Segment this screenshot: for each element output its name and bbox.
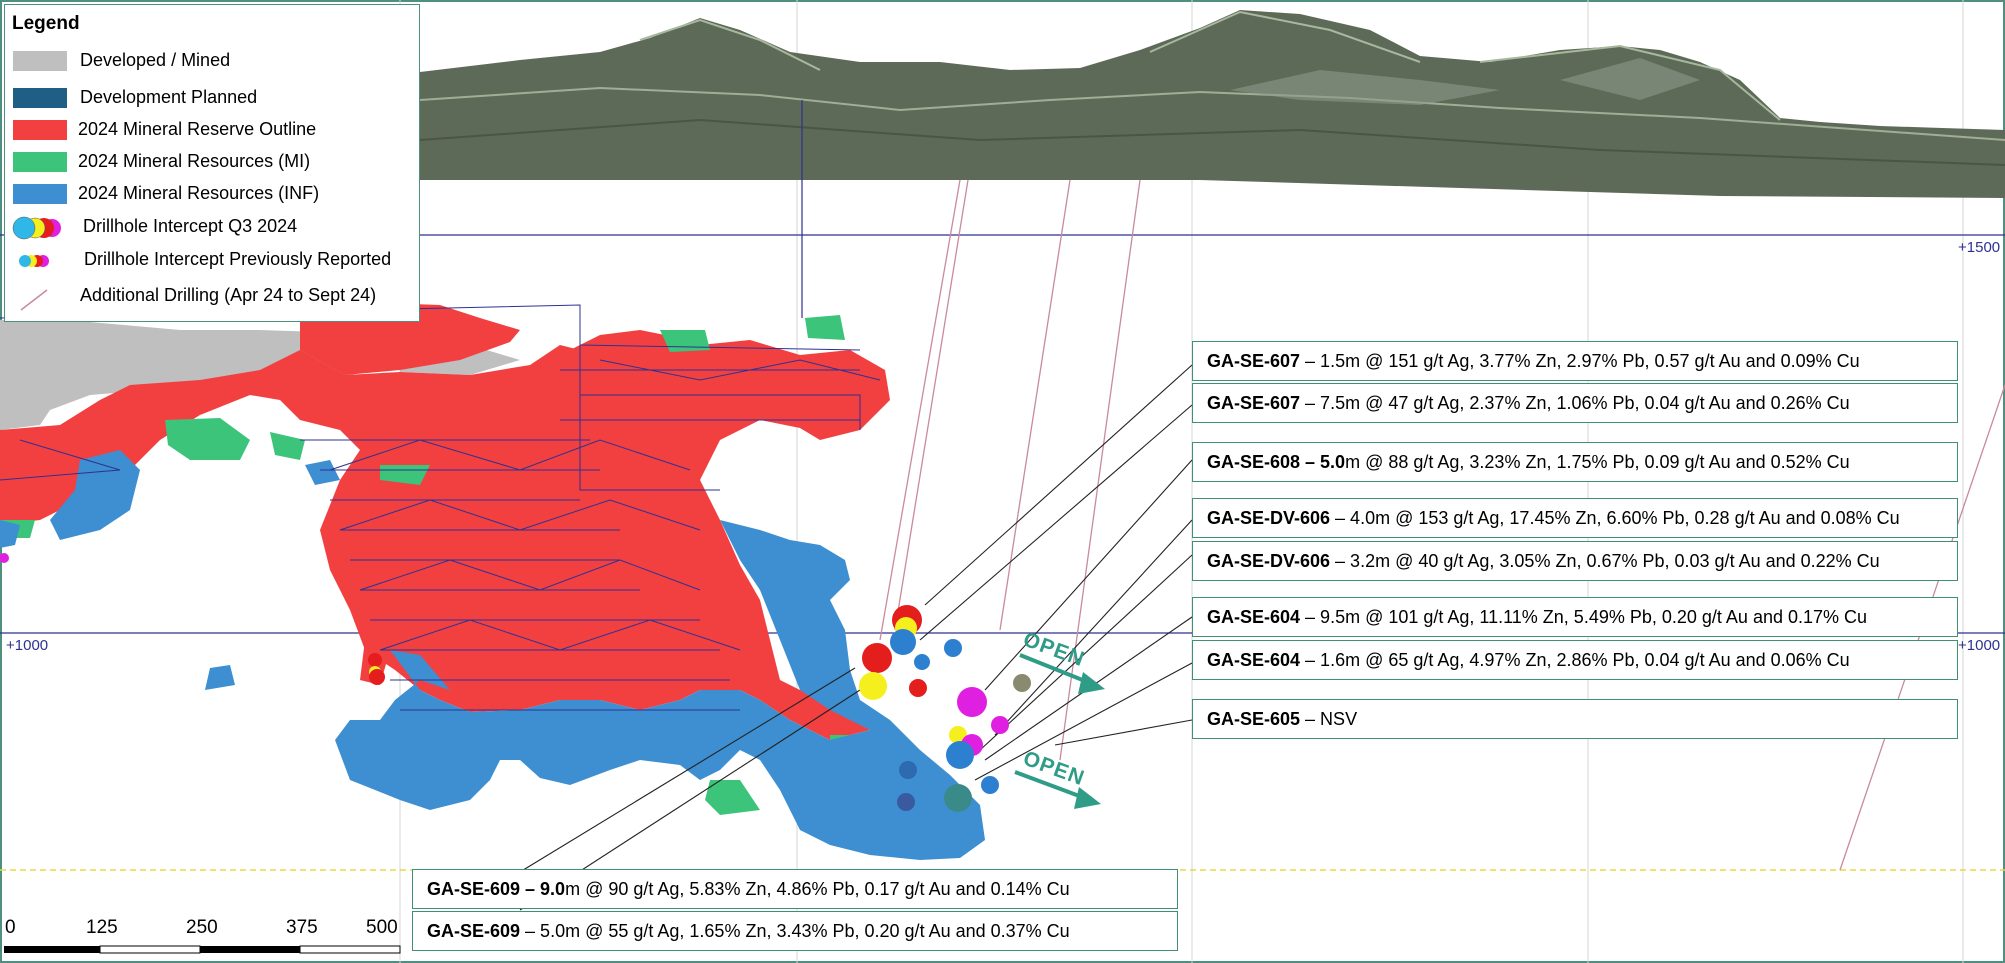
callout-hole-id: GA-SE-605 [1207, 709, 1301, 729]
callout-result: – 1.6m @ 65 g/t Ag, 4.97% Zn, 2.86% Pb, … [1300, 650, 1850, 670]
callout-result: – 9.5m @ 101 g/t Ag, 11.11% Zn, 5.49% Pb… [1300, 607, 1868, 627]
callout-ga-se-dv-606-a: GA-SE-DV-606 – 4.0m @ 153 g/t Ag, 17.45%… [1192, 498, 1958, 538]
callout-ga-se-605: GA-SE-605 – NSV [1192, 699, 1958, 739]
legend-item-resources-inf: 2024 Mineral Resources (INF) [5, 180, 415, 210]
topographic-surface [419, 10, 2005, 198]
callout-ga-se-609-a: GA-SE-609 – 9.0m @ 90 g/t Ag, 5.83% Zn, … [412, 869, 1178, 909]
elevation-label-1000-right: +1000 [1958, 637, 2001, 654]
resources-mi-swatch [13, 152, 67, 172]
elevation-label-1500: +1500 [1958, 239, 2001, 256]
reserve-outline-swatch [13, 120, 67, 140]
callout-result: – 1.5m @ 151 g/t Ag, 3.77% Zn, 2.97% Pb,… [1300, 351, 1860, 371]
callout-ga-se-607-a: GA-SE-607 – 1.5m @ 151 g/t Ag, 3.77% Zn,… [1192, 341, 1958, 381]
development-planned-lines [0, 304, 881, 711]
callout-ga-se-609-b: GA-SE-609 – 5.0m @ 55 g/t Ag, 1.65% Zn, … [412, 911, 1178, 951]
legend-item-resources-mi: 2024 Mineral Resources (MI) [5, 148, 415, 178]
callout-ga-se-608: GA-SE-608 – 5.0m @ 88 g/t Ag, 3.23% Zn, … [1192, 442, 1958, 482]
callout-result: – 3.2m @ 40 g/t Ag, 3.05% Zn, 0.67% Pb, … [1330, 551, 1880, 571]
legend-item-intercept-previous: Drillhole Intercept Previously Reported [5, 246, 415, 276]
callout-hole-id: GA-SE-DV-606 [1207, 551, 1331, 571]
callout-ga-se-604-b: GA-SE-604 – 1.6m @ 65 g/t Ag, 4.97% Zn, … [1192, 640, 1958, 680]
scale-label: 125 [86, 917, 118, 938]
scale-label: 375 [286, 917, 318, 938]
scale-bar [4, 945, 401, 954]
legend-label: Development Planned [80, 87, 258, 107]
legend-item-reserve-outline: 2024 Mineral Reserve Outline [5, 116, 415, 146]
callout-ga-se-604-a: GA-SE-604 – 9.5m @ 101 g/t Ag, 11.11% Zn… [1192, 597, 1958, 637]
scale-label: 250 [186, 917, 218, 938]
callout-hole-id: GA-SE-609 – 9.0 [427, 879, 566, 899]
drillhole-intercept-previous-icon [19, 255, 49, 267]
callout-result: – 5.0m @ 55 g/t Ag, 1.65% Zn, 3.43% Pb, … [520, 921, 1070, 941]
callout-result: – NSV [1300, 709, 1358, 729]
legend-label: Additional Drilling (Apr 24 to Sept 24) [80, 285, 377, 305]
callout-hole-id: GA-SE-604 [1207, 650, 1301, 670]
callout-hole-id: GA-SE-607 [1207, 351, 1301, 371]
developed-mined-swatch [13, 51, 67, 71]
callout-result: m @ 90 g/t Ag, 5.83% Zn, 4.86% Pb, 0.17 … [565, 879, 1070, 899]
callout-ga-se-dv-606-b: GA-SE-DV-606 – 3.2m @ 40 g/t Ag, 3.05% Z… [1192, 541, 1958, 581]
elevation-label-1000-left: +1000 [6, 637, 49, 654]
legend-label: Drillhole Intercept Q3 2024 [83, 216, 298, 236]
open-arrow-icons [1014, 653, 1105, 809]
additional-drilling-icon [20, 289, 48, 311]
drillhole-intercepts [0, 553, 1031, 812]
legend-label: 2024 Mineral Reserve Outline [78, 119, 317, 139]
callout-hole-id: GA-SE-609 [427, 921, 521, 941]
legend-panel: Legend Developed / Mined Development Pla… [4, 4, 420, 322]
callout-hole-id: GA-SE-607 [1207, 393, 1301, 413]
legend-label: Developed / Mined [80, 50, 231, 70]
callout-result: – 4.0m @ 153 g/t Ag, 17.45% Zn, 6.60% Pb… [1330, 508, 1900, 528]
legend-item-intercept-q3: Drillhole Intercept Q3 2024 [5, 213, 415, 243]
callout-hole-id: GA-SE-DV-606 [1207, 508, 1331, 528]
resources-inf-swatch [13, 184, 67, 204]
callout-result: m @ 88 g/t Ag, 3.23% Zn, 1.75% Pb, 0.09 … [1345, 452, 1850, 472]
legend-item-additional-drilling: Additional Drilling (Apr 24 to Sept 24) [5, 282, 415, 312]
legend-label: 2024 Mineral Resources (INF) [78, 183, 320, 203]
callout-hole-id: GA-SE-604 [1207, 607, 1301, 627]
legend-item-developed-mined: Developed / Mined [5, 47, 415, 77]
callout-ga-se-607-b: GA-SE-607 – 7.5m @ 47 g/t Ag, 2.37% Zn, … [1192, 383, 1958, 423]
legend-label: 2024 Mineral Resources (MI) [78, 151, 311, 171]
legend-item-development-planned: Development Planned [5, 84, 415, 114]
legend-title: Legend [12, 13, 80, 34]
scale-label: 0 [5, 917, 16, 938]
mineral-resources-inf [0, 450, 985, 860]
legend-label: Drillhole Intercept Previously Reported [84, 249, 392, 269]
callout-hole-id: GA-SE-608 – 5.0 [1207, 452, 1346, 472]
scale-label: 500 [366, 917, 398, 938]
development-planned-swatch [13, 88, 67, 108]
drillhole-intercept-q3-icon [12, 216, 61, 240]
callout-result: – 7.5m @ 47 g/t Ag, 2.37% Zn, 1.06% Pb, … [1300, 393, 1850, 413]
